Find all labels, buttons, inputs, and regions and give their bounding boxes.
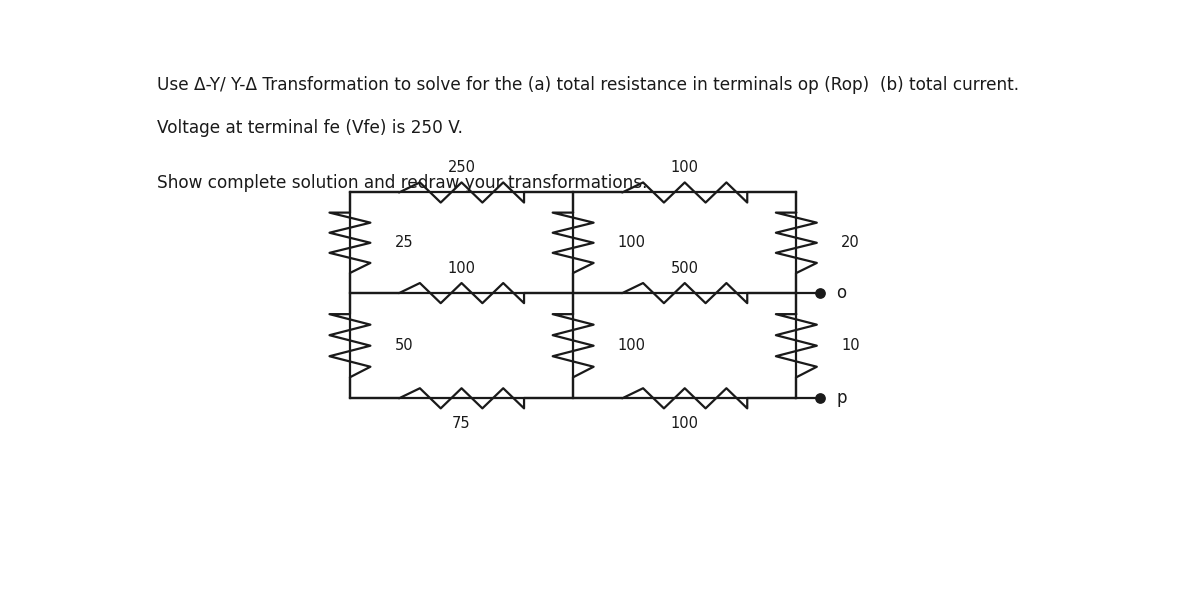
Point	[810, 394, 829, 403]
Text: 100: 100	[448, 261, 475, 276]
Text: 20: 20	[841, 235, 859, 250]
Point	[810, 288, 829, 298]
Text: 100: 100	[671, 416, 698, 431]
Text: 500: 500	[671, 261, 698, 276]
Text: 250: 250	[448, 160, 475, 175]
Text: p: p	[836, 389, 847, 407]
Text: 75: 75	[452, 416, 470, 431]
Text: 100: 100	[618, 235, 646, 250]
Text: o: o	[836, 284, 846, 302]
Text: 25: 25	[395, 235, 413, 250]
Text: Use Δ-Y/ Y-Δ Transformation to solve for the (a) total resistance in terminals o: Use Δ-Y/ Y-Δ Transformation to solve for…	[157, 76, 1020, 94]
Text: Voltage at terminal fe (Vfe) is 250 V.: Voltage at terminal fe (Vfe) is 250 V.	[157, 119, 463, 137]
Text: 50: 50	[395, 338, 413, 353]
Text: Show complete solution and redraw your transformations.: Show complete solution and redraw your t…	[157, 174, 648, 192]
Text: 100: 100	[618, 338, 646, 353]
Text: 10: 10	[841, 338, 859, 353]
Text: 100: 100	[671, 160, 698, 175]
